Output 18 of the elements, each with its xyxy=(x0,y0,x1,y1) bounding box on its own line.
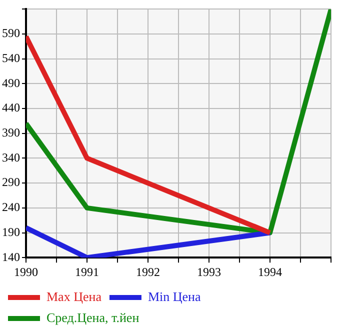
y-tick-label: 140 xyxy=(2,250,20,264)
y-tick-label: 540 xyxy=(2,51,20,66)
x-tick-label: 1992 xyxy=(136,264,160,279)
legend-label: Max Цена xyxy=(46,288,102,304)
x-tick-label: 1990 xyxy=(14,264,38,279)
y-tick-label: 590 xyxy=(2,26,20,40)
legend-label: Сред.Цена, т.йен xyxy=(46,310,140,325)
y-tick-label: 490 xyxy=(2,76,20,90)
y-tick-label: 290 xyxy=(2,175,20,190)
y-tick-label: 390 xyxy=(2,126,20,140)
y-tick-label: 190 xyxy=(2,224,20,239)
y-tick-label: 440 xyxy=(2,100,20,115)
y-tick-label: 340 xyxy=(2,150,20,164)
x-tick-label: 1991 xyxy=(75,264,99,279)
x-tick-label: 1993 xyxy=(197,264,221,279)
y-tick-label: 240 xyxy=(2,200,20,214)
legend-label: Min Цена xyxy=(148,288,201,304)
x-tick-label: 1994 xyxy=(258,264,282,279)
